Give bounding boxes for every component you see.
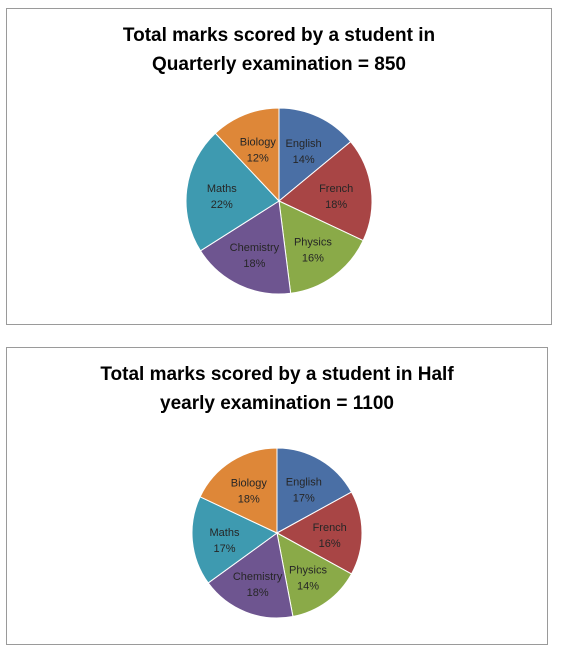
slice-label-chemistry: Chemistry (233, 571, 283, 583)
slice-label-chemistry: Chemistry (230, 242, 280, 254)
slice-label-english: English (286, 477, 322, 489)
pie-slice-chemistry (199, 200, 292, 295)
slice-value-maths: 17% (213, 543, 235, 555)
chart-title-line-2: Quarterly examination = 850 (152, 54, 406, 75)
pie-slice-maths (185, 132, 280, 252)
slice-value-biology: 12% (247, 152, 269, 164)
chart-title: Total marks scored by a student in Quart… (7, 21, 551, 79)
slice-value-french: 16% (319, 538, 341, 550)
pie-slice-physics (276, 532, 353, 618)
pie-chart-quarterly: English 14% French 18% Physics 16% Chemistry 18… (185, 107, 373, 295)
slice-value-english: 17% (293, 493, 315, 505)
slice-value-french: 18% (325, 199, 347, 211)
slice-label-biology: Biology (240, 136, 277, 148)
pie-slice-biology (214, 107, 280, 203)
pie-slice-biology (199, 447, 278, 534)
slice-value-maths: 22% (211, 199, 233, 211)
slice-label-physics: Physics (294, 237, 332, 249)
pie-slice-physics (278, 200, 364, 294)
chart-title-line-1: Total marks scored by a student in Half (100, 364, 454, 385)
slice-value-physics: 14% (297, 581, 319, 593)
chart-panel-quarterly: Total marks scored by a student in Quart… (6, 8, 552, 325)
slice-value-chemistry: 18% (247, 587, 269, 599)
pie-slice-chemistry (207, 532, 294, 619)
slice-value-biology: 18% (238, 494, 260, 506)
slice-label-biology: Biology (231, 478, 268, 490)
pie-slice-english (276, 447, 353, 534)
chart-title-line-1: Total marks scored by a student in (122, 25, 436, 46)
slice-label-english: English (286, 138, 322, 150)
slice-label-french: French (319, 183, 353, 195)
chart-panel-half-yearly: Total marks scored by a student in Half … (6, 347, 548, 645)
slice-value-physics: 16% (302, 253, 324, 265)
slice-value-chemistry: 18% (243, 258, 265, 270)
pie-slice-french (278, 141, 373, 242)
slice-label-maths: Maths (207, 183, 237, 195)
pie-slice-maths (191, 496, 278, 584)
pie-slice-english (278, 107, 352, 203)
chart-title: Total marks scored by a student in Half … (7, 360, 547, 418)
slice-label-maths: Maths (210, 527, 240, 539)
slice-label-french: French (313, 522, 347, 534)
pie-slice-french (275, 491, 363, 575)
pie-chart-half-yearly: English 17% French 16% Physics 14% Chemistry 18… (191, 447, 363, 619)
chart-title-line-2: yearly examination = 1100 (160, 393, 394, 414)
slice-value-english: 14% (293, 154, 315, 166)
slice-label-physics: Physics (289, 565, 327, 577)
